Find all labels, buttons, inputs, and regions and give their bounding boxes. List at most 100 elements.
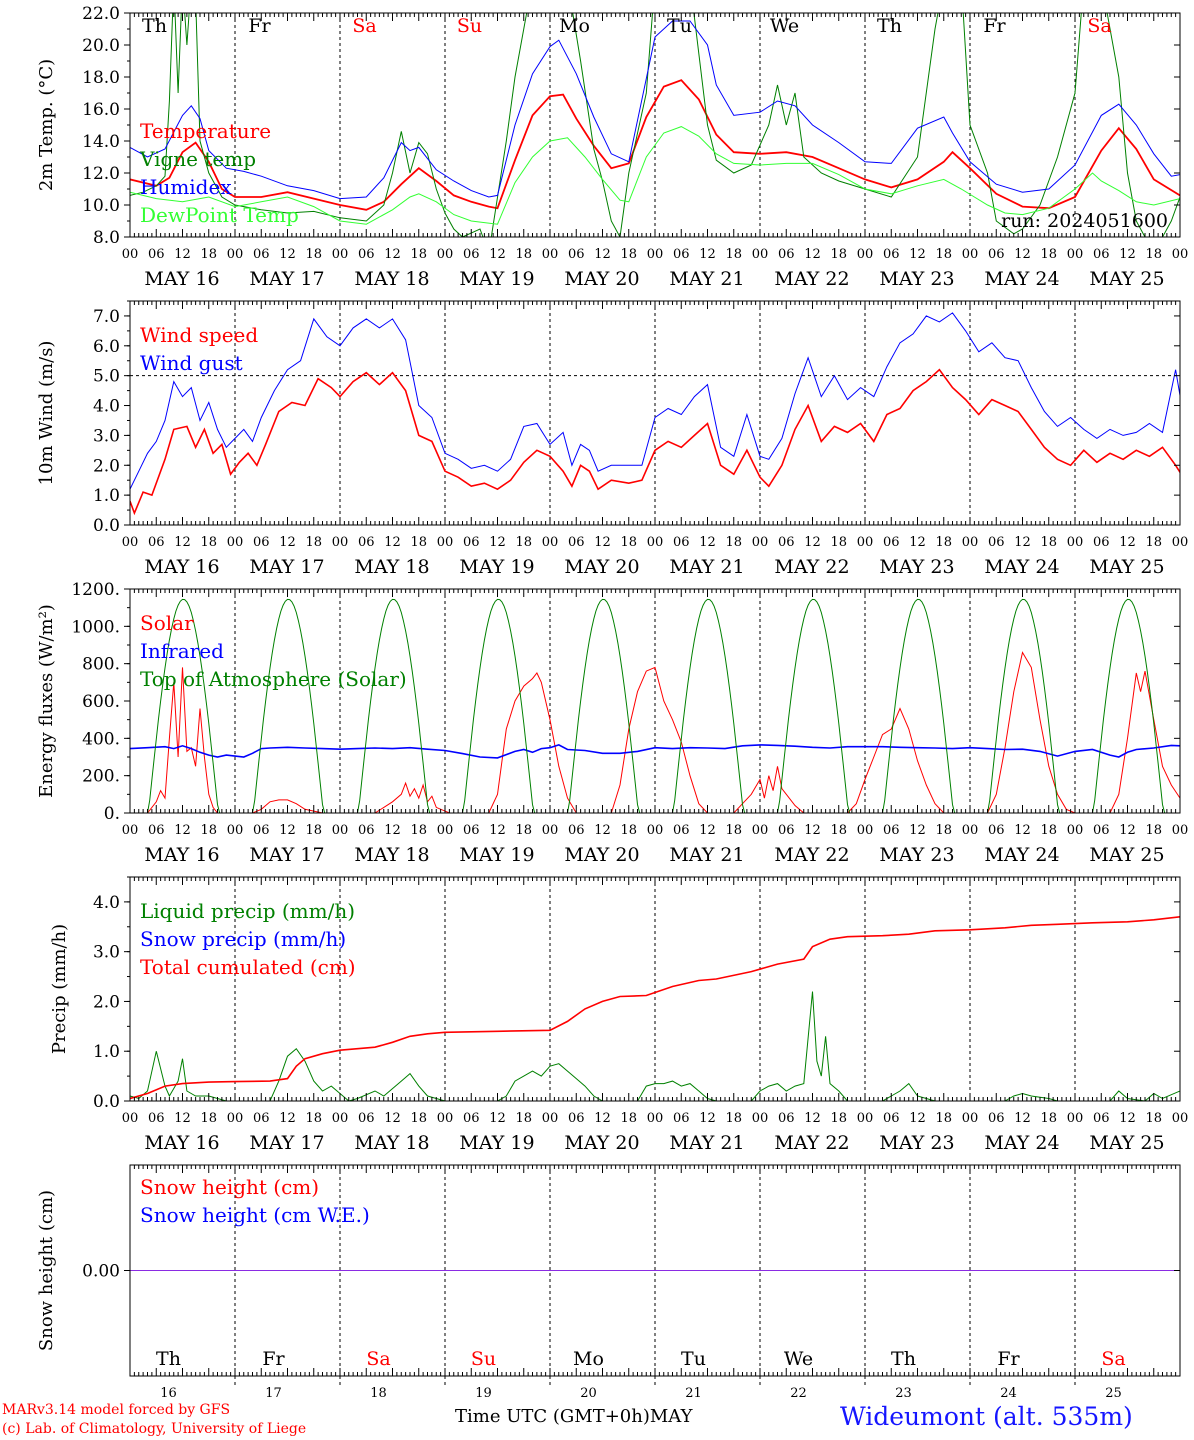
y-tick-label: 600. bbox=[82, 692, 120, 712]
hour-tick-label: 00 bbox=[752, 535, 769, 550]
hour-tick-label: 06 bbox=[358, 247, 375, 262]
y-tick-label: 0.0 bbox=[93, 516, 120, 536]
date-label: MAY 23 bbox=[879, 1132, 954, 1154]
hour-tick-label: 06 bbox=[778, 823, 795, 838]
hour-tick-label: 00 bbox=[857, 535, 874, 550]
hour-tick-label: 06 bbox=[568, 1111, 585, 1126]
hour-tick-label: 00 bbox=[122, 535, 139, 550]
series-line-temperature bbox=[130, 79, 1180, 211]
hour-tick-label: 00 bbox=[647, 1111, 664, 1126]
hour-tick-label: 06 bbox=[883, 247, 900, 262]
legend-entry: Liquid precip (mm/h) bbox=[140, 899, 355, 923]
day-number: 18 bbox=[370, 1386, 387, 1401]
hour-tick-label: 12 bbox=[174, 535, 191, 550]
date-label: MAY 25 bbox=[1089, 268, 1164, 290]
hour-tick-label: 06 bbox=[253, 823, 270, 838]
hour-tick-label: 00 bbox=[227, 247, 244, 262]
hour-tick-label: 12 bbox=[804, 535, 821, 550]
hour-tick-label: 00 bbox=[1067, 1111, 1084, 1126]
y-tick-label: 1.0 bbox=[93, 1042, 120, 1062]
hour-tick-label: 12 bbox=[1014, 1111, 1031, 1126]
hour-tick-label: 18 bbox=[200, 823, 217, 838]
date-label: MAY 20 bbox=[564, 268, 639, 290]
y-axis-label: Energy fluxes (W/m²) bbox=[36, 604, 57, 798]
day-number: 20 bbox=[580, 1386, 597, 1401]
hour-tick-label: 12 bbox=[174, 247, 191, 262]
hour-tick-label: 00 bbox=[962, 535, 979, 550]
hour-tick-label: 06 bbox=[778, 247, 795, 262]
hour-tick-label: 00 bbox=[1172, 247, 1189, 262]
credit-note: (c) Lab. of Climatology, University of L… bbox=[2, 1421, 307, 1437]
day-name-bottom: We bbox=[784, 1348, 813, 1370]
hour-tick-label: 06 bbox=[463, 1111, 480, 1126]
y-tick-label: 3.0 bbox=[93, 426, 120, 446]
series-line-liquid-precip-mm-h- bbox=[130, 991, 1180, 1101]
hour-tick-label: 18 bbox=[410, 247, 427, 262]
station-name: Wideumont (alt. 535m) bbox=[840, 1402, 1133, 1431]
panel-frame bbox=[129, 300, 1181, 526]
y-tick-label: 1200. bbox=[71, 580, 120, 600]
day-name-bottom: Fr bbox=[997, 1348, 1020, 1370]
hour-tick-label: 12 bbox=[489, 535, 506, 550]
y-tick-label: 2.0 bbox=[93, 992, 120, 1012]
hour-tick-label: 18 bbox=[1040, 1111, 1057, 1126]
hour-tick-label: 18 bbox=[620, 1111, 637, 1126]
legend-entry: Wind speed bbox=[140, 323, 258, 347]
hour-tick-label: 18 bbox=[305, 1111, 322, 1126]
hour-tick-label: 12 bbox=[594, 1111, 611, 1126]
date-label: MAY 25 bbox=[1089, 1132, 1164, 1154]
hour-tick-label: 00 bbox=[752, 823, 769, 838]
hour-tick-label: 18 bbox=[1040, 823, 1057, 838]
hour-tick-label: 12 bbox=[909, 1111, 926, 1126]
day-name-top: Sa bbox=[1087, 15, 1111, 37]
day-name-top: Th bbox=[142, 15, 167, 37]
day-name-bottom: Mo bbox=[573, 1348, 604, 1370]
model-note: MARv3.14 model forced by GFS bbox=[2, 1402, 231, 1418]
day-name-bottom: Tu bbox=[681, 1348, 706, 1370]
date-label: MAY 20 bbox=[564, 556, 639, 578]
hour-tick-label: 06 bbox=[988, 247, 1005, 262]
date-label: MAY 24 bbox=[984, 556, 1059, 578]
panel-frame bbox=[129, 588, 1181, 814]
legend-entry: Top of Atmosphere (Solar) bbox=[140, 667, 407, 691]
hour-tick-label: 12 bbox=[804, 1111, 821, 1126]
hour-tick-label: 00 bbox=[542, 823, 559, 838]
hour-tick-label: 12 bbox=[594, 823, 611, 838]
hour-tick-label: 00 bbox=[437, 247, 454, 262]
legend-entry: Snow height (cm W.E.) bbox=[140, 1203, 370, 1227]
hour-tick-label: 06 bbox=[1093, 535, 1110, 550]
hour-tick-label: 00 bbox=[1172, 1111, 1189, 1126]
hour-tick-label: 06 bbox=[148, 247, 165, 262]
date-label: MAY 16 bbox=[144, 556, 219, 578]
hour-tick-label: 00 bbox=[437, 823, 454, 838]
hour-tick-label: 18 bbox=[620, 247, 637, 262]
y-tick-label: 6.0 bbox=[93, 337, 120, 357]
hour-tick-label: 12 bbox=[804, 823, 821, 838]
hour-tick-label: 06 bbox=[358, 1111, 375, 1126]
hour-tick-label: 00 bbox=[332, 823, 349, 838]
hour-tick-label: 12 bbox=[699, 1111, 716, 1126]
hour-tick-label: 18 bbox=[725, 535, 742, 550]
hour-tick-label: 06 bbox=[358, 535, 375, 550]
hour-tick-label: 06 bbox=[148, 1111, 165, 1126]
hour-tick-label: 12 bbox=[279, 535, 296, 550]
hour-tick-label: 00 bbox=[647, 247, 664, 262]
hour-tick-label: 06 bbox=[358, 823, 375, 838]
hour-tick-label: 06 bbox=[883, 1111, 900, 1126]
date-label: MAY 22 bbox=[774, 556, 849, 578]
y-tick-label: 0. bbox=[104, 804, 120, 824]
legend-entry: Infrared bbox=[140, 639, 224, 663]
date-label: MAY 16 bbox=[144, 268, 219, 290]
hour-tick-label: 06 bbox=[778, 535, 795, 550]
date-label: MAY 22 bbox=[774, 268, 849, 290]
run-label: run: 2024051600 bbox=[1001, 210, 1168, 232]
hour-tick-label: 00 bbox=[1172, 823, 1189, 838]
date-label: MAY 25 bbox=[1089, 844, 1164, 866]
month-label: MAY bbox=[649, 1406, 693, 1427]
hour-tick-label: 18 bbox=[935, 1111, 952, 1126]
hour-tick-label: 12 bbox=[804, 247, 821, 262]
date-label: MAY 24 bbox=[984, 1132, 1059, 1154]
hour-tick-label: 12 bbox=[699, 247, 716, 262]
hour-tick-label: 18 bbox=[1040, 535, 1057, 550]
